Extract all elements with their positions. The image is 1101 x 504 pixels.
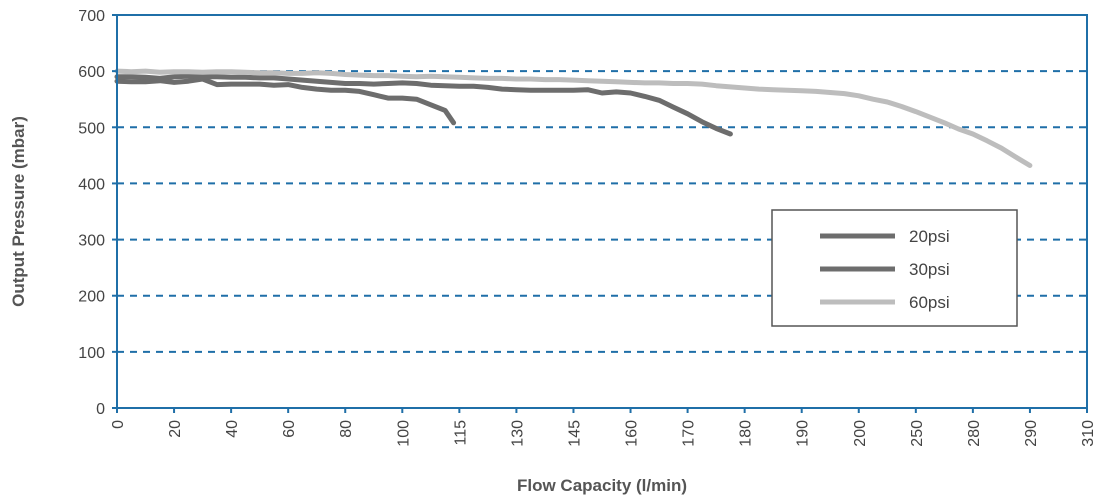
y-tick-label: 200 xyxy=(78,289,105,306)
y-tick-label: 0 xyxy=(96,401,105,418)
y-tick-label: 100 xyxy=(78,345,105,362)
x-tick-label: 200 xyxy=(852,420,869,447)
x-axis-title: Flow Capacity (l/min) xyxy=(517,476,687,495)
y-tick-label: 700 xyxy=(78,8,105,25)
x-tick-label: 0 xyxy=(110,420,127,429)
y-tick-label: 300 xyxy=(78,233,105,250)
plot-frame xyxy=(116,14,1088,409)
x-tick-labels: 0 20 40 60 80 100 115 130 145 160 170 180 190 200 250 2… xyxy=(110,408,1097,447)
series-lines xyxy=(114,68,1033,168)
x-tick-label: 40 xyxy=(224,420,241,438)
x-tick-label: 180 xyxy=(738,420,755,447)
x-tick-label: 310 xyxy=(1080,420,1097,447)
y-axis-title: Output Pressure (mbar) xyxy=(9,116,28,307)
x-tick-label: 100 xyxy=(395,420,412,447)
x-tick-label: 170 xyxy=(681,420,698,447)
x-tick-label: 115 xyxy=(452,420,469,446)
legend-label-60psi: 60psi xyxy=(909,293,950,312)
y-tick-labels: 0 100 200 300 400 500 600 700 xyxy=(78,8,117,418)
x-tick-label: 290 xyxy=(1023,420,1040,447)
x-tick-label: 60 xyxy=(281,420,298,438)
x-tick-label: 145 xyxy=(566,420,583,447)
x-tick-label: 130 xyxy=(509,420,526,447)
x-tick-label: 190 xyxy=(795,420,812,447)
y-tick-label: 600 xyxy=(78,64,105,81)
legend-label-30psi: 30psi xyxy=(909,260,950,279)
y-tick-label: 400 xyxy=(78,176,105,193)
series-line-30psi xyxy=(114,73,733,137)
legend-label-20psi: 20psi xyxy=(909,227,950,246)
series-line-60psi xyxy=(114,68,1033,168)
legend: 20psi 30psi 60psi xyxy=(771,209,1018,327)
x-tick-label: 20 xyxy=(167,420,184,438)
x-tick-label: 80 xyxy=(338,420,355,438)
x-tick-label: 280 xyxy=(966,420,983,447)
series-line-20psi xyxy=(114,76,457,126)
x-tick-label: 160 xyxy=(624,420,641,447)
x-tick-label: 250 xyxy=(909,420,926,447)
y-tick-label: 500 xyxy=(78,120,105,137)
